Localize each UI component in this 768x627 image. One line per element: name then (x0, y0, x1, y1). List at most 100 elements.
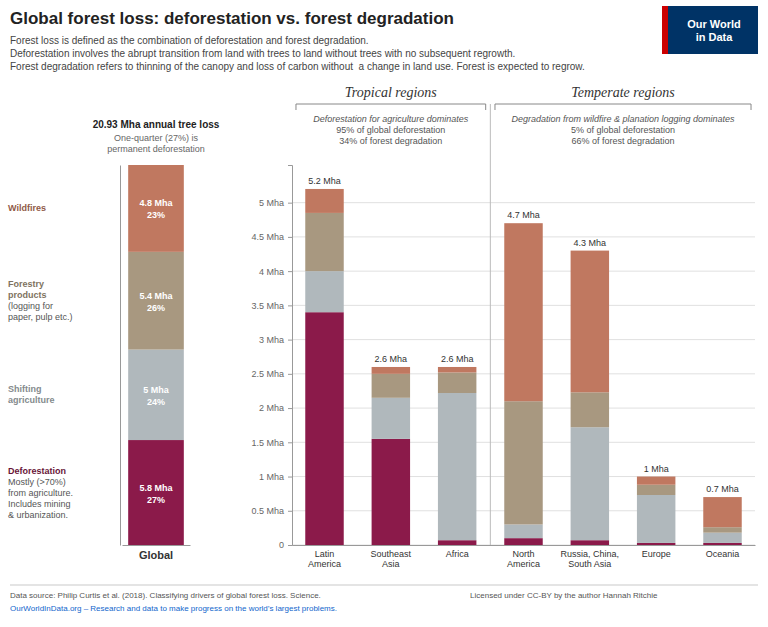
text-line: North (512, 549, 534, 559)
y-tick-label: 4.5 Mha (251, 232, 284, 242)
bar (438, 372, 476, 393)
x-tick: Global (139, 545, 173, 561)
bar (438, 540, 476, 545)
y-tick-label: 5 Mha (259, 198, 284, 208)
share-label: 23% (147, 210, 165, 220)
bars (128, 165, 184, 545)
y-tick: 2.5 Mha (251, 369, 292, 379)
data-label: 5.8 Mha (139, 483, 173, 493)
series-label: Deforestation (8, 466, 66, 476)
y-tick: 2 Mha (259, 403, 292, 413)
y-tick: 3.5 Mha (251, 301, 292, 311)
text-line: America (308, 559, 341, 569)
x-tick: Europe (642, 545, 671, 559)
x-tick-label: LatinAmerica (308, 549, 341, 569)
group-label: Tropical regions (345, 85, 437, 100)
subtitle: Deforestation involves the abrupt transi… (10, 48, 515, 59)
chart: Global forest loss: deforestation vs. fo… (0, 0, 768, 627)
y-tick-label: 0 (279, 540, 284, 550)
x-axis: LatinAmericaSoutheastAsiaAfricaNorthAmer… (293, 545, 756, 569)
bar (703, 497, 741, 527)
group-label: Temperate regions (571, 85, 675, 100)
bar (372, 374, 410, 398)
text-line: (logging for (8, 301, 53, 311)
bar (305, 213, 343, 271)
y-tick-label: 1 Mha (259, 472, 284, 482)
y-tick-mark (288, 237, 292, 238)
text-line: Oceania (706, 549, 740, 559)
text-line: America (507, 559, 540, 569)
group-note: 95% of global deforestation (336, 125, 445, 135)
bar (504, 538, 542, 545)
bar (571, 427, 609, 540)
text-line: Russia, China, (561, 549, 620, 559)
x-tick: Russia, China,South Asia (561, 545, 620, 569)
annotation: One-quarter (27%) ispermanent deforestat… (107, 133, 205, 154)
bar (128, 350, 184, 440)
bar (504, 223, 542, 401)
data-label: 5.4 Mha (139, 291, 173, 301)
y-tick-label: 2.5 Mha (251, 369, 284, 379)
bar (438, 393, 476, 540)
group-headers: Tropical regions Deforestation for agricu… (296, 85, 751, 545)
total-labels: 5.2 Mha2.6 Mha2.6 Mha4.7 Mha4.3 Mha1 Mha… (308, 176, 739, 494)
footer-rule (10, 585, 758, 586)
y-tick-mark (288, 340, 292, 341)
logo-text: Our Worldin Data (687, 18, 741, 43)
bar (305, 312, 343, 545)
x-tick: NorthAmerica (507, 545, 540, 569)
bar (504, 524, 542, 538)
bar (637, 485, 675, 495)
y-tick-label: 3 Mha (259, 335, 284, 345)
text-line: paper, pulp etc.) (8, 312, 73, 322)
logo-stripe (662, 6, 668, 54)
text-line: Mostly (>70%) (8, 477, 66, 487)
y-tick-mark (288, 511, 292, 512)
text-line: Our World (687, 18, 741, 30)
series-label: Wildfires (8, 203, 46, 213)
logo-box (662, 6, 758, 54)
bar (637, 495, 675, 543)
y-tick: 5 Mha (259, 198, 292, 208)
text-line: Deforestation (8, 466, 66, 476)
share-label: 27% (147, 495, 165, 505)
bar (571, 251, 609, 393)
y-tick: 0.5 Mha (251, 506, 292, 516)
y-tick-label: 3.5 Mha (251, 301, 284, 311)
y-tick: 0 (279, 540, 292, 550)
x-tick: Africa (446, 545, 469, 559)
group-note: Deforestation for agriculture dominates (313, 114, 469, 124)
grid (292, 203, 755, 545)
group-bracket (296, 104, 486, 110)
bar (504, 401, 542, 524)
y-tick-mark (288, 203, 292, 204)
y-tick: 3 Mha (259, 335, 292, 345)
x-tick-label: Global (139, 549, 173, 561)
text-line: Includes mining (8, 499, 71, 509)
bar (438, 367, 476, 372)
x-tick: SoutheastAsia (371, 545, 412, 569)
x-tick-label: Oceania (706, 549, 740, 559)
total-label: 1 Mha (644, 464, 669, 474)
group-note: 66% of forest degradation (571, 136, 674, 146)
total-label: 4.7 Mha (507, 210, 540, 220)
group-note: Degradation from wildfire & planation lo… (511, 114, 735, 124)
y-tick: 4.5 Mha (251, 232, 292, 242)
bar (305, 271, 343, 312)
x-tick: LatinAmerica (308, 545, 341, 569)
y-tick-label: 2 Mha (259, 403, 284, 413)
text-line: One-quarter (27%) is (114, 133, 199, 143)
x-tick-label: NorthAmerica (507, 549, 540, 569)
x-tick-label: Russia, China,South Asia (561, 549, 620, 569)
y-tick-mark (288, 305, 292, 306)
bar (128, 440, 184, 545)
bar (703, 533, 741, 543)
series-label: Shiftingagriculture (8, 384, 55, 405)
series-label: Forestryproducts (8, 279, 47, 300)
total-label: 5.2 Mha (308, 176, 341, 186)
x-tick-label: Europe (642, 549, 671, 559)
bar (372, 398, 410, 439)
text-line: Latin (315, 549, 335, 559)
text-line: agriculture (8, 395, 55, 405)
axis-line (120, 166, 121, 546)
